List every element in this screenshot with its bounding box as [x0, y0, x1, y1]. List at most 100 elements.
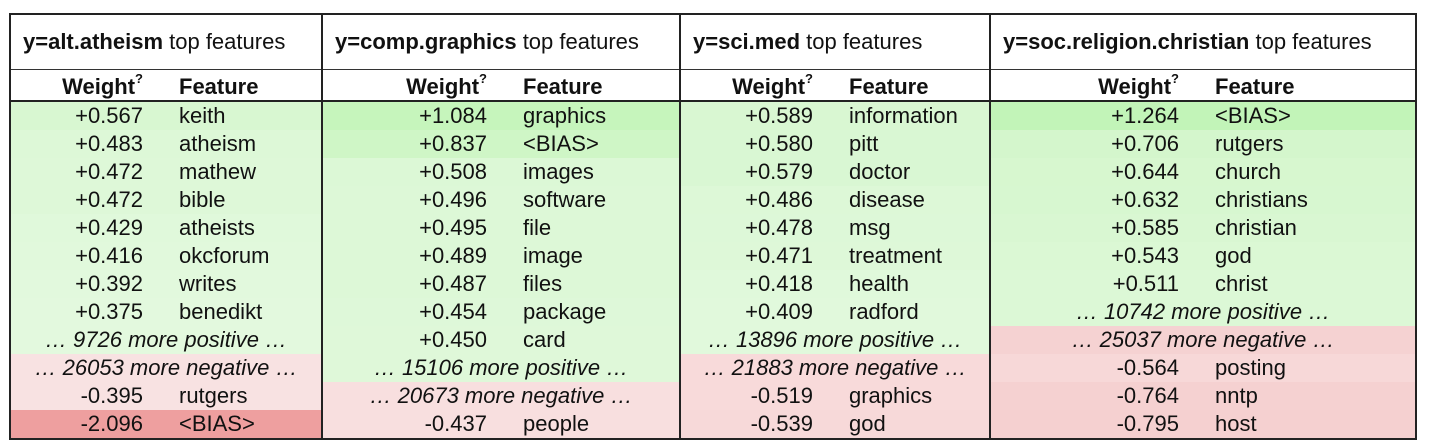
positive-feature-row: +0.837 <BIAS>: [323, 130, 679, 158]
positive-feature-row: +0.472 bible: [11, 186, 321, 214]
panel-title-label: y=comp.graphics: [335, 29, 517, 54]
positive-feature-row: +0.418 health: [681, 270, 989, 298]
positive-feature-row: +0.706 rutgers: [991, 130, 1415, 158]
positive-feature-row: +0.579 doctor: [681, 158, 989, 186]
weight-value: +0.495: [419, 215, 487, 240]
weight-help-icon[interactable]: ?: [479, 71, 487, 86]
weight-header-label: Weight: [1098, 74, 1172, 99]
weight-value: +0.454: [419, 299, 487, 324]
negative-feature-row: -0.795 host: [991, 410, 1415, 438]
positive-feature-row: +0.483 atheism: [11, 130, 321, 158]
feature-name: health: [849, 271, 909, 296]
positive-feature-row: +0.543 god: [991, 242, 1415, 270]
more-negative-row: … 26053 more negative …: [11, 354, 321, 382]
feature-name: nntp: [1215, 383, 1258, 408]
positive-feature-row: +0.589 information: [681, 102, 989, 130]
feature-header: Feature: [1215, 74, 1295, 99]
weight-help-icon[interactable]: ?: [1171, 71, 1179, 86]
weight-value: +0.472: [75, 187, 143, 212]
weight-header: Weight?: [11, 71, 161, 100]
positive-feature-row: +0.450 card: [323, 326, 679, 354]
weight-value: -0.795: [1116, 411, 1179, 436]
weight-header: Weight?: [681, 71, 831, 100]
column-header-row: Weight? Feature: [681, 70, 989, 102]
weight-value: +0.511: [1112, 271, 1179, 296]
panel-title: y=soc.religion.christian top features: [991, 15, 1415, 70]
feature-name: graphics: [849, 383, 933, 408]
weight-value: +0.837: [419, 131, 487, 156]
panel-title-label: y=sci.med: [693, 29, 801, 54]
weight-header-label: Weight: [62, 74, 136, 99]
positive-feature-row: +0.632 christians: [991, 186, 1415, 214]
positive-feature-row: +0.511 christ: [991, 270, 1415, 298]
weight-help-icon[interactable]: ?: [805, 71, 813, 86]
weight-value: +0.418: [745, 271, 813, 296]
feature-name: disease: [849, 187, 925, 212]
positive-feature-row: +0.409 radford: [681, 298, 989, 326]
panel-sci-med: y=sci.med top features Weight? Feature +0.5…: [679, 15, 989, 438]
feature-name: card: [523, 327, 566, 352]
positive-feature-row: +0.472 mathew: [11, 158, 321, 186]
feature-name: information: [849, 103, 958, 128]
weight-header-label: Weight: [406, 74, 480, 99]
positive-feature-row: +0.489 image: [323, 242, 679, 270]
weight-header: Weight?: [991, 71, 1197, 100]
weight-value: +1.264: [1111, 103, 1179, 128]
feature-name: package: [523, 299, 607, 324]
more-negative-row: … 20673 more negative …: [323, 382, 679, 410]
positive-feature-row: +0.375 benedikt: [11, 298, 321, 326]
weight-header: Weight?: [323, 71, 505, 100]
feature-name: atheism: [179, 131, 257, 156]
feature-header: Feature: [849, 74, 929, 99]
positive-feature-row: +0.454 package: [323, 298, 679, 326]
panel-soc-religion-christian: y=soc.religion.christian top features Wei…: [989, 15, 1415, 438]
negative-feature-row: -0.764 nntp: [991, 382, 1415, 410]
feature-name: radford: [849, 299, 919, 324]
negative-feature-row: -2.096 <BIAS>: [11, 410, 321, 438]
weight-value: -0.539: [750, 411, 813, 436]
more-positive-row: … 15106 more positive …: [323, 354, 679, 382]
weight-value: +0.409: [745, 299, 813, 324]
panel-title: y=alt.atheism top features: [11, 15, 321, 70]
positive-feature-row: +0.486 disease: [681, 186, 989, 214]
feature-name: mathew: [179, 159, 257, 184]
feature-name: pitt: [849, 131, 879, 156]
weight-value: +0.580: [745, 131, 813, 156]
weight-value: +0.644: [1111, 159, 1179, 184]
positive-feature-row: +1.264 <BIAS>: [991, 102, 1415, 130]
weight-value: +0.508: [419, 159, 487, 184]
feature-name: file: [523, 215, 552, 240]
positive-feature-row: +0.580 pitt: [681, 130, 989, 158]
weight-value: +0.487: [419, 271, 487, 296]
positive-feature-row: +0.478 msg: [681, 214, 989, 242]
feature-name: software: [523, 187, 607, 212]
feature-weights-table: y=alt.atheism top features Weight? Feature…: [9, 13, 1417, 440]
positive-feature-row: +0.644 church: [991, 158, 1415, 186]
weight-value: +0.471: [745, 243, 813, 268]
panel-title-suffix: top features: [516, 29, 639, 54]
feature-name: host: [1215, 411, 1257, 436]
weight-value: +0.450: [419, 327, 487, 352]
feature-name: treatment: [849, 243, 942, 268]
weight-help-icon[interactable]: ?: [135, 71, 143, 86]
feature-name: rutgers: [179, 383, 248, 408]
panel-title: y=sci.med top features: [681, 15, 989, 70]
negative-feature-row: -0.564 posting: [991, 354, 1415, 382]
feature-name: rutgers: [1215, 131, 1284, 156]
weight-value: -2.096: [80, 411, 143, 436]
feature-name: christian: [1215, 215, 1297, 240]
positive-feature-row: +0.392 writes: [11, 270, 321, 298]
weight-value: +0.486: [745, 187, 813, 212]
weight-value: +0.478: [745, 215, 813, 240]
feature-name: writes: [179, 271, 237, 296]
weight-value: +0.416: [75, 243, 143, 268]
weight-value: -0.437: [424, 411, 487, 436]
weight-value: -0.395: [80, 383, 143, 408]
positive-feature-row: +0.585 christian: [991, 214, 1415, 242]
positive-feature-row: +0.471 treatment: [681, 242, 989, 270]
feature-name: images: [523, 159, 594, 184]
weight-value: +1.084: [419, 103, 487, 128]
feature-name: doctor: [849, 159, 911, 184]
panel-title-label: y=soc.religion.christian: [1003, 29, 1250, 54]
feature-name: files: [523, 271, 563, 296]
